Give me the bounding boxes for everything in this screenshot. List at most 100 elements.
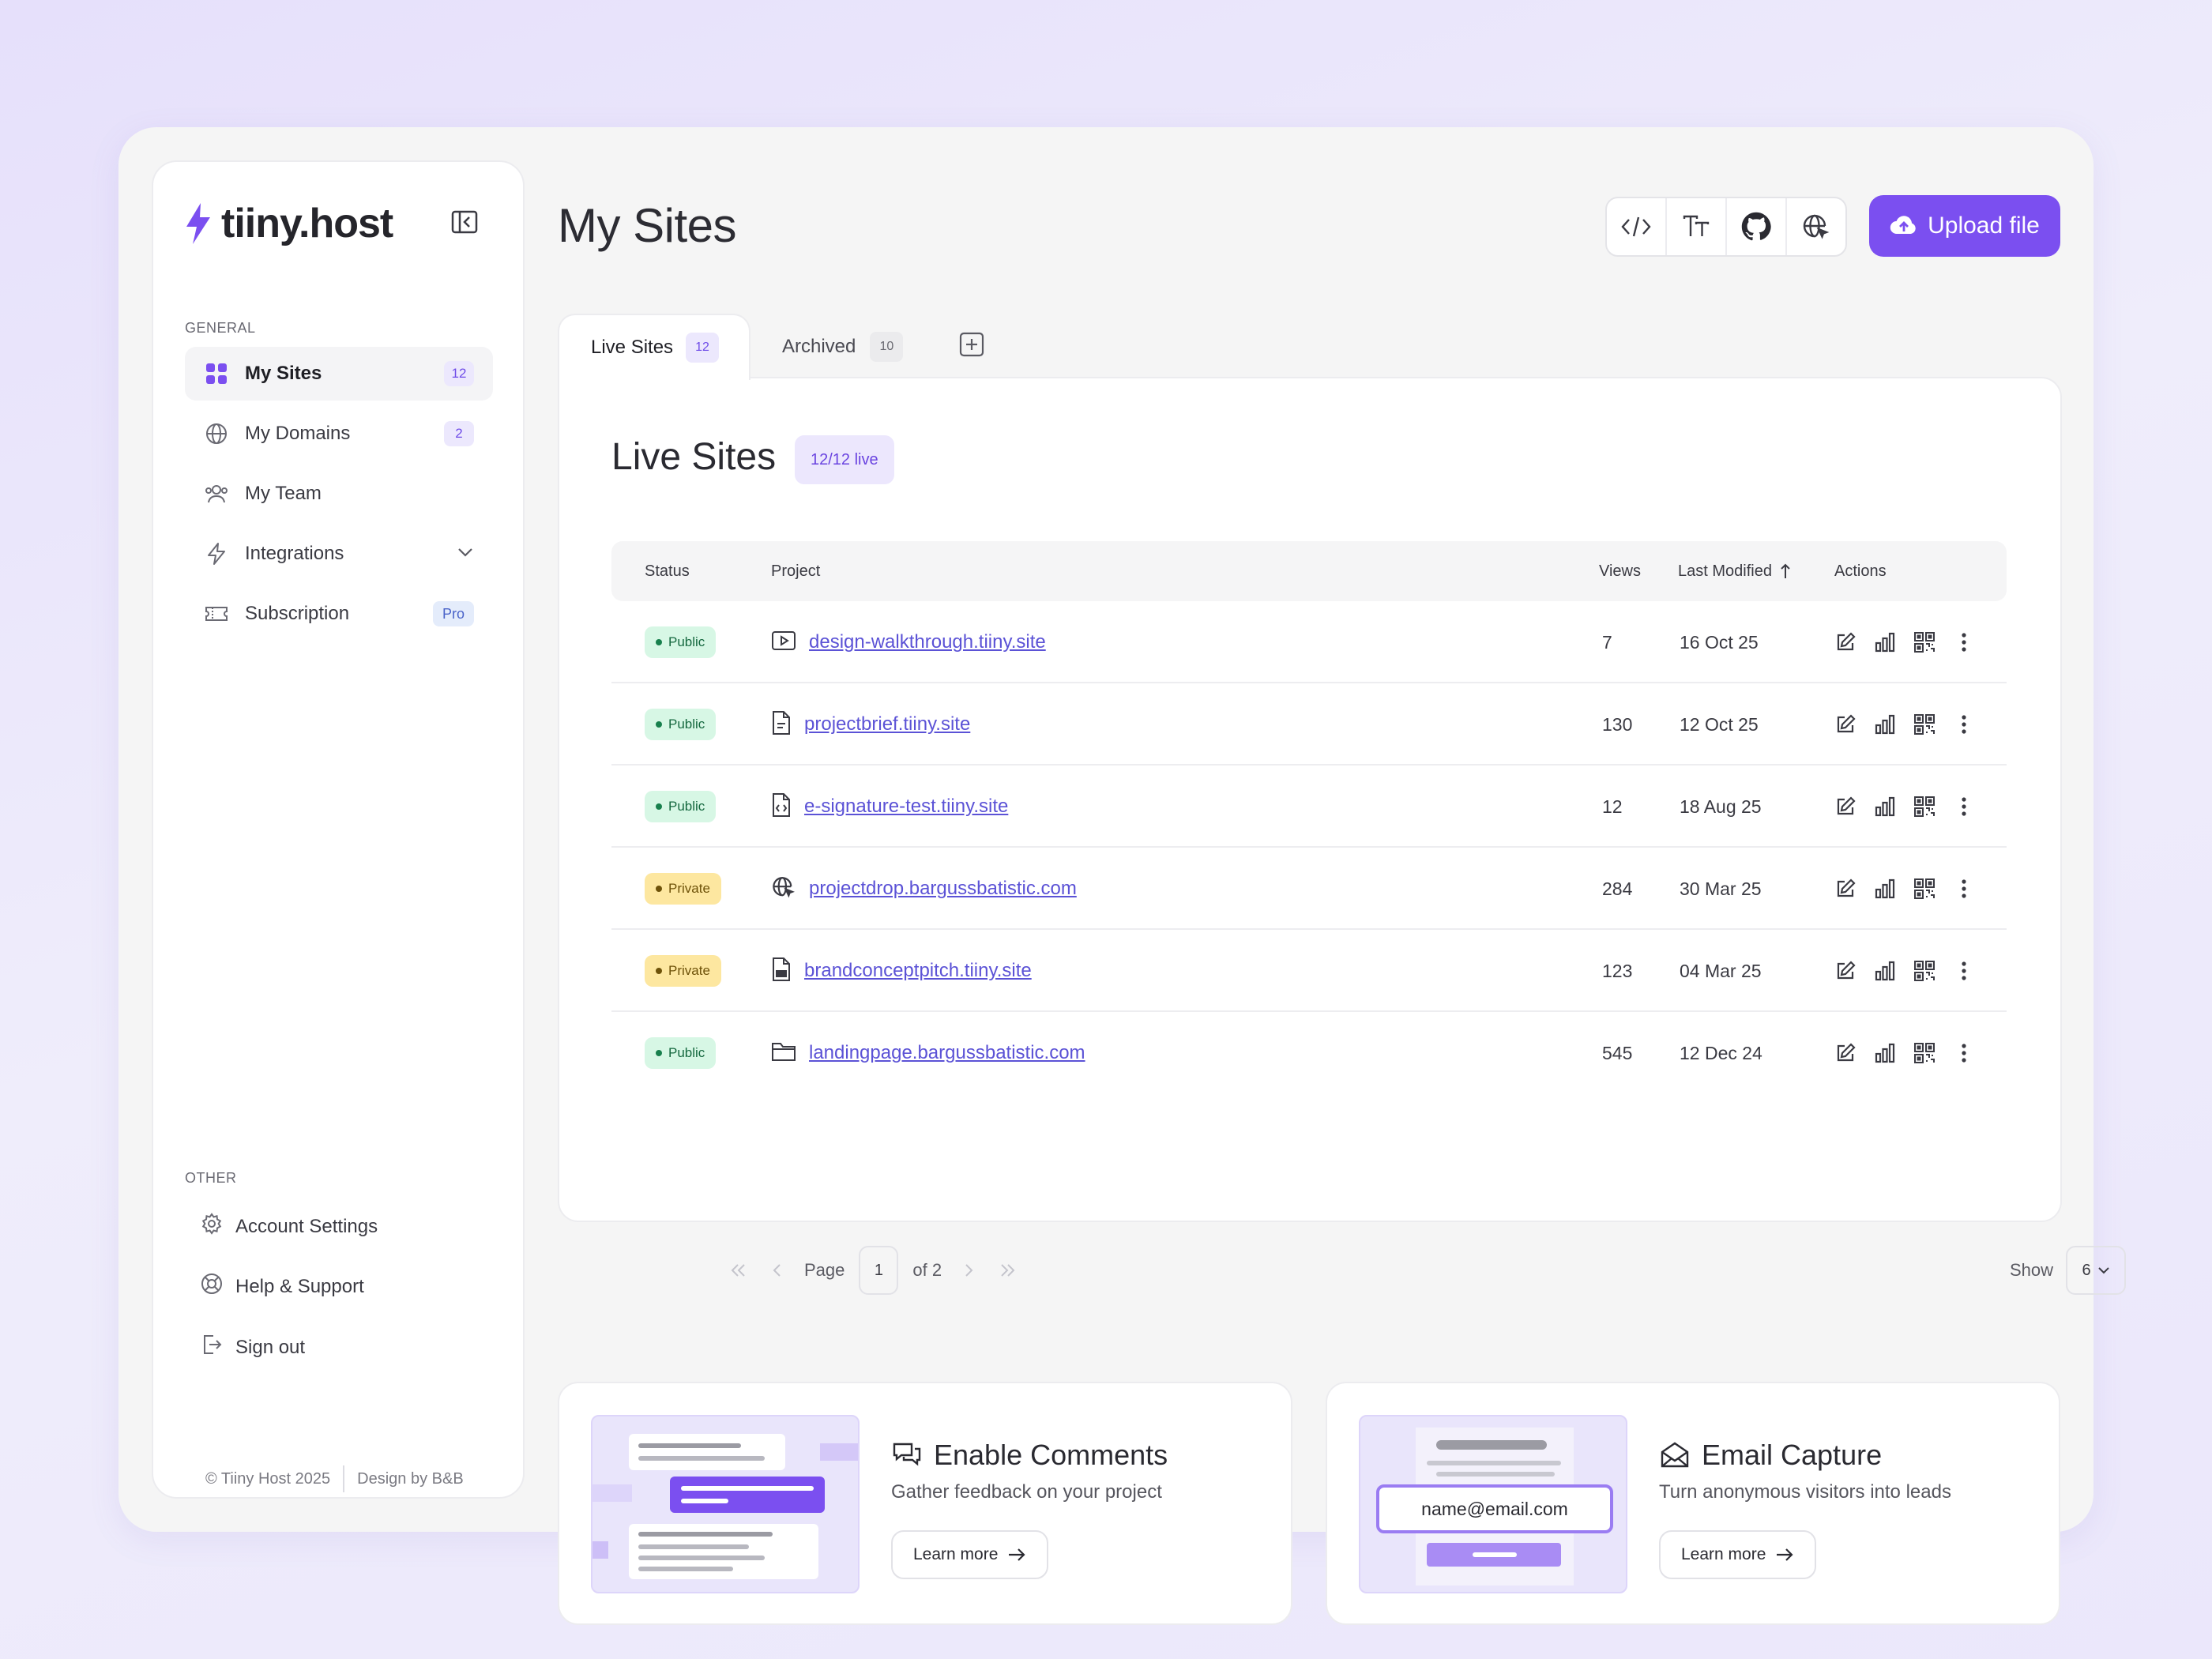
upload-file-button[interactable]: Upload file — [1869, 195, 2060, 257]
status-dot — [656, 803, 662, 810]
more-options-icon[interactable] — [1953, 713, 1975, 735]
prev-page-icon[interactable] — [765, 1258, 790, 1283]
pagination: Page 1 of 2 — [725, 1246, 1021, 1295]
learn-more-button[interactable]: Learn more — [1659, 1530, 1817, 1579]
sign-out-label: Sign out — [235, 1336, 306, 1358]
last-modified-cell: 04 Mar 25 — [1680, 960, 1762, 981]
more-options-icon[interactable] — [1953, 631, 1975, 653]
enable-comments-card: Enable Comments Gather feedback on your … — [558, 1382, 1292, 1625]
card-title: Enable Comments — [891, 1439, 1168, 1472]
account-settings-link[interactable]: Account Settings — [201, 1213, 378, 1240]
analytics-icon[interactable] — [1874, 1042, 1896, 1064]
lifebuoy-icon — [201, 1273, 223, 1300]
sidebar-item-my-team[interactable]: My Team — [185, 467, 493, 521]
design-credit-text: Design by B&B — [357, 1469, 464, 1488]
column-project: Project — [771, 562, 821, 580]
column-last-modified[interactable]: Last Modified — [1678, 541, 1791, 601]
lightning-icon — [204, 541, 229, 566]
sign-out-link[interactable]: Sign out — [201, 1333, 305, 1362]
more-options-icon[interactable] — [1953, 878, 1975, 900]
qr-code-icon[interactable] — [1913, 796, 1936, 818]
views-cell: 12 — [1602, 796, 1623, 817]
column-views[interactable]: Views — [1599, 562, 1641, 580]
email-capture-card: name@email.com Email Capture Turn anonym… — [1326, 1382, 2060, 1625]
first-page-icon[interactable] — [725, 1258, 750, 1283]
add-tab-icon[interactable] — [958, 331, 987, 359]
qr-code-icon[interactable] — [1913, 878, 1936, 900]
chevron-down-icon — [2097, 1267, 2109, 1274]
more-options-icon[interactable] — [1953, 796, 1975, 818]
tab-live-sites[interactable]: Live Sites 12 — [558, 314, 750, 380]
sign-out-icon — [201, 1333, 223, 1362]
last-page-icon[interactable] — [995, 1258, 1021, 1283]
table-row: Public projectbrief.tiiny.site 130 12 Oc… — [611, 683, 2007, 766]
qr-code-icon[interactable] — [1913, 960, 1936, 982]
project-cell: landingpage.bargussbatistic.com — [771, 1012, 1085, 1094]
sidebar-item-label: My Domains — [245, 423, 351, 444]
sidebar-collapse-icon[interactable] — [450, 208, 482, 239]
tab-archived[interactable]: Archived 10 — [782, 325, 904, 369]
qr-code-icon[interactable] — [1913, 631, 1936, 653]
github-icon[interactable] — [1727, 198, 1787, 255]
code-icon[interactable] — [1607, 198, 1667, 255]
sidebar: tiiny.host GENERAL My Sites 12 My Domain… — [152, 160, 525, 1499]
project-link[interactable]: projectdrop.bargussbatistic.com — [809, 878, 1077, 899]
qr-code-icon[interactable] — [1913, 1042, 1936, 1064]
qr-code-icon[interactable] — [1913, 713, 1936, 735]
sidebar-item-my-sites[interactable]: My Sites 12 — [185, 347, 493, 401]
sort-arrow-up-icon — [1781, 563, 1790, 578]
pro-badge: Pro — [432, 601, 474, 626]
sidebar-item-subscription[interactable]: Subscription Pro — [185, 587, 493, 641]
tab-count-badge: 10 — [870, 332, 904, 362]
status-label: Public — [668, 1045, 705, 1060]
help-support-label: Help & Support — [235, 1275, 364, 1297]
analytics-icon[interactable] — [1874, 713, 1896, 735]
project-link[interactable]: e-signature-test.tiiny.site — [804, 796, 1009, 817]
edit-icon[interactable] — [1834, 1042, 1856, 1064]
arrow-right-icon — [1777, 1548, 1793, 1561]
project-link[interactable]: design-walkthrough.tiiny.site — [809, 631, 1046, 653]
edit-icon[interactable] — [1834, 631, 1856, 653]
analytics-icon[interactable] — [1874, 960, 1896, 982]
more-options-icon[interactable] — [1953, 1042, 1975, 1064]
project-cell: e-signature-test.tiiny.site — [771, 766, 1008, 848]
last-modified-cell: 12 Oct 25 — [1680, 713, 1759, 735]
more-options-icon[interactable] — [1953, 960, 1975, 982]
project-link[interactable]: brandconceptpitch.tiiny.site — [804, 960, 1032, 981]
logo[interactable]: tiiny.host — [185, 200, 393, 247]
edit-icon[interactable] — [1834, 796, 1856, 818]
status-label: Public — [668, 634, 705, 649]
page-title: My Sites — [558, 199, 737, 252]
edit-icon[interactable] — [1834, 713, 1856, 735]
next-page-icon[interactable] — [956, 1258, 981, 1283]
envelope-icon — [1661, 1442, 1689, 1468]
sidebar-item-my-domains[interactable]: My Domains 2 — [185, 407, 493, 461]
project-link[interactable]: projectbrief.tiiny.site — [804, 713, 971, 735]
globe-cursor-icon[interactable] — [1787, 198, 1845, 255]
table-row: Public landingpage.bargussbatistic.com 5… — [611, 1012, 2007, 1094]
edit-icon[interactable] — [1834, 960, 1856, 982]
chevron-down-icon[interactable] — [457, 547, 474, 562]
status-badge: Public — [645, 1037, 717, 1069]
analytics-icon[interactable] — [1874, 796, 1896, 818]
page-size-select[interactable]: 6 — [2066, 1246, 2127, 1295]
sidebar-item-integrations[interactable]: Integrations — [185, 527, 493, 581]
learn-more-button[interactable]: Learn more — [891, 1530, 1049, 1579]
page-number-input[interactable]: 1 — [859, 1246, 899, 1295]
status-badge: Public — [645, 709, 717, 740]
help-support-link[interactable]: Help & Support — [201, 1273, 364, 1300]
edit-icon[interactable] — [1834, 878, 1856, 900]
page-of-label: of 2 — [912, 1260, 942, 1280]
analytics-icon[interactable] — [1874, 878, 1896, 900]
text-size-icon[interactable] — [1667, 198, 1727, 255]
table-row: Private projectdrop.bargussbatistic.com … — [611, 848, 2007, 930]
project-cell: projectdrop.bargussbatistic.com — [771, 848, 1077, 930]
live-status-badge: 12/12 live — [795, 435, 894, 484]
analytics-icon[interactable] — [1874, 631, 1896, 653]
status-dot — [656, 968, 662, 974]
column-status: Status — [645, 562, 690, 580]
project-link[interactable]: landingpage.bargussbatistic.com — [809, 1042, 1085, 1063]
status-dot — [656, 639, 662, 645]
actions-cell — [1834, 848, 1975, 930]
table-header: Status Project Views Last Modified Actio… — [611, 541, 2007, 601]
